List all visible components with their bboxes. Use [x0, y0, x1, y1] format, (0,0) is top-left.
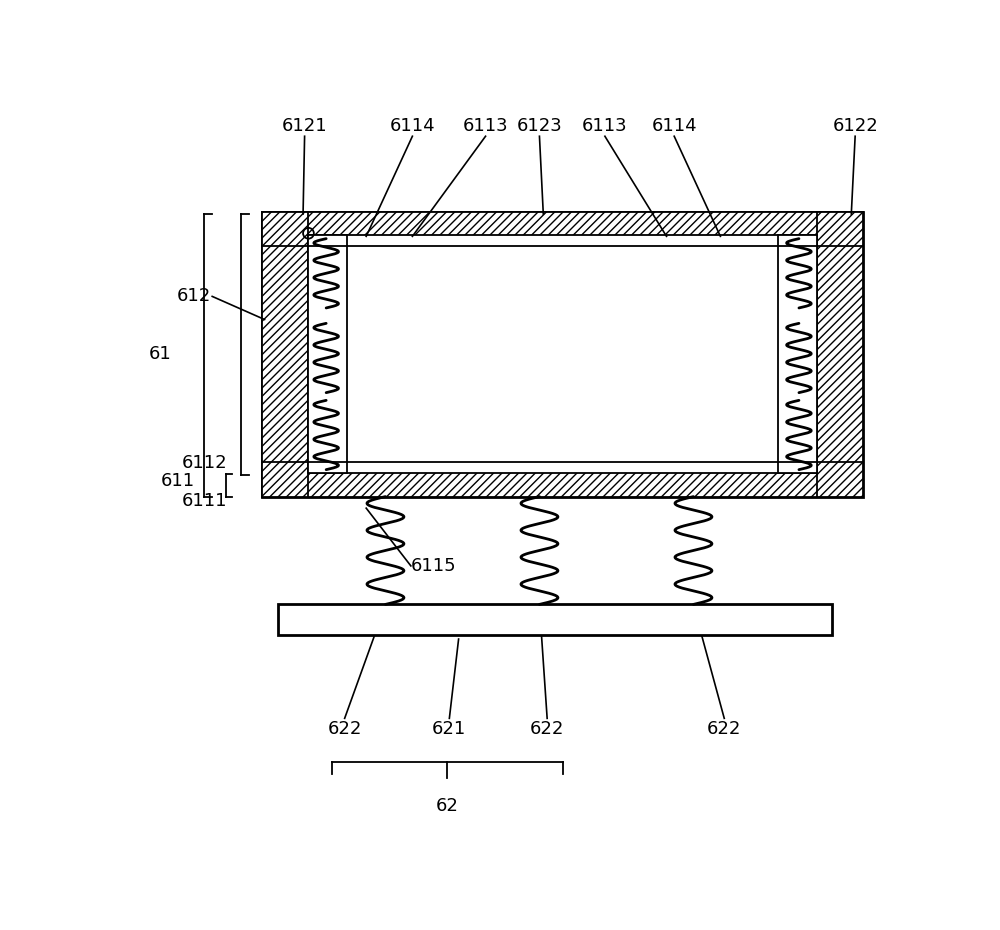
Text: 6113: 6113	[463, 116, 508, 135]
Text: 612: 612	[176, 287, 211, 305]
Bar	[278, 604, 832, 635]
Text: 6111: 6111	[182, 492, 228, 510]
Bar	[817, 212, 863, 497]
Text: 621: 621	[432, 720, 466, 737]
Text: 61: 61	[149, 345, 171, 363]
Text: 6115: 6115	[411, 557, 456, 575]
Text: 6121: 6121	[282, 116, 327, 135]
Text: 6123: 6123	[517, 116, 562, 135]
Text: 6114: 6114	[390, 116, 435, 135]
Bar	[262, 212, 863, 497]
Text: 611: 611	[160, 472, 194, 490]
Text: 6114: 6114	[651, 116, 697, 135]
Bar	[262, 473, 863, 497]
Text: 622: 622	[327, 720, 362, 737]
Bar	[262, 212, 863, 234]
Bar	[778, 234, 817, 473]
Text: 622: 622	[707, 720, 741, 737]
Text: 6122: 6122	[832, 116, 878, 135]
Bar	[308, 234, 347, 473]
Bar	[262, 212, 308, 497]
Text: 622: 622	[530, 720, 564, 737]
Text: 62: 62	[436, 797, 458, 815]
Text: 6112: 6112	[182, 454, 228, 472]
Text: 6113: 6113	[582, 116, 628, 135]
